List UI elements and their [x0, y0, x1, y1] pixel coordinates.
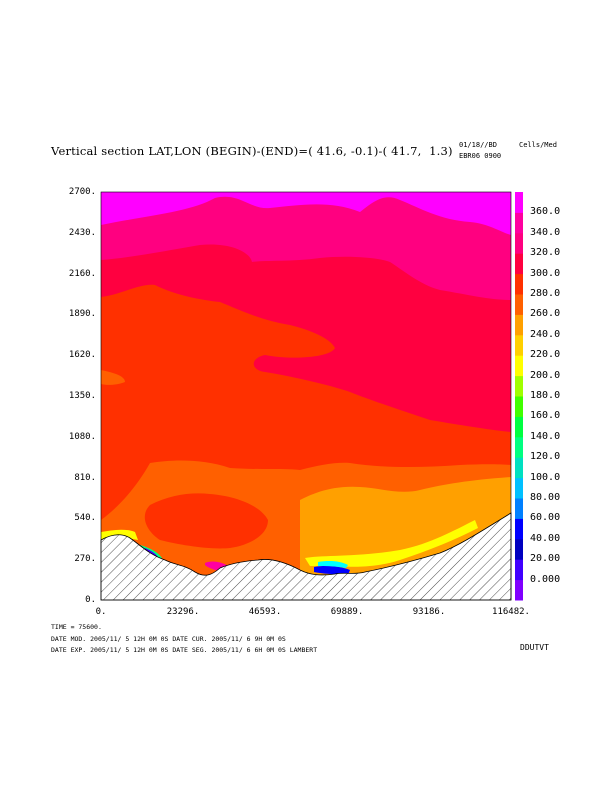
y-tick-label: 0. — [85, 595, 96, 605]
colorbar-tick-label: 140.0 — [530, 430, 561, 442]
y-tick-label: 540. — [74, 513, 96, 524]
colorbar-swatch — [515, 559, 523, 581]
colorbar-tick-label: 240.0 — [530, 328, 561, 340]
y-tick-label: 2430. — [68, 227, 96, 238]
units-label: Cells/Med — [519, 141, 557, 149]
colorbar-tick-label: 160.0 — [530, 410, 561, 422]
colorbar-swatch — [515, 538, 523, 560]
colorbar-tick-label: 120.0 — [530, 451, 561, 463]
colorbar-tick-label: 260.0 — [530, 308, 561, 320]
colorbar-swatch — [515, 314, 523, 336]
colorbar-swatch — [515, 355, 523, 377]
y-tick-label: 2160. — [68, 268, 96, 279]
x-tick-label: 46593. — [248, 607, 282, 617]
x-tick-label: 23296. — [166, 607, 200, 617]
colorbar-swatch — [515, 253, 523, 275]
field-blue-patch — [145, 548, 158, 557]
colorbar-tick-label: 360.0 — [530, 206, 561, 218]
time-label: TIME = 75600. — [51, 623, 102, 631]
colorbar-swatch — [515, 457, 523, 479]
terrain-hatch — [100, 512, 512, 601]
colorbar-swatch — [515, 477, 523, 499]
date-line1: DATE MOD. 2005/11/ 5 12H 0M 0S DATE CUR.… — [51, 635, 286, 643]
colorbar-swatch — [515, 579, 523, 601]
field-orange-patch — [101, 370, 125, 385]
date-line2: DATE EXP. 2005/11/ 5 12H 0M 0S DATE SEG.… — [51, 646, 318, 654]
colorbar-tick-label: 340.0 — [530, 226, 561, 238]
field-red-cell — [144, 493, 268, 549]
colorbar-tick-label: 300.0 — [530, 267, 561, 279]
colorbar — [515, 192, 523, 601]
run-stamp-line1: 01/18//BD — [459, 141, 497, 149]
x-tick-label: 0. — [95, 607, 107, 617]
x-tick-label: 69889. — [330, 607, 364, 617]
corner-code: DDUTVT — [520, 643, 549, 652]
colorbar-swatch — [515, 232, 523, 254]
colorbar-tick-label: 100.0 — [530, 471, 561, 483]
colorbar-swatch — [515, 396, 523, 417]
y-tick-label: 810. — [74, 472, 96, 483]
colorbar-tick-label: 280.0 — [530, 288, 561, 299]
colorbar-tick-label: 80.00 — [530, 492, 561, 503]
y-tick-label: 270. — [74, 554, 96, 565]
field-cyan-valley — [318, 561, 348, 568]
run-stamp-line2: EBR06 0900 — [459, 152, 502, 160]
x-tick-label: 93186. — [412, 607, 446, 617]
axes — [100, 191, 512, 601]
colorbar-swatch — [515, 334, 523, 356]
colorbar-swatch — [515, 192, 523, 213]
colorbar-tick-label: 220.0 — [530, 349, 561, 361]
colorbar-tick-label: 60.00 — [530, 512, 561, 524]
colorbar-tick-label: 40.00 — [530, 532, 561, 544]
colorbar-swatch — [515, 436, 523, 458]
colorbar-swatch — [515, 375, 523, 397]
colorbar-tick-label: 0.000 — [530, 573, 561, 585]
y-tick-label: 1350. — [68, 391, 96, 401]
x-tick-label: 116482. — [492, 607, 530, 617]
chart-title: Vertical section LAT,LON (BEGIN)-(END)=(… — [51, 144, 453, 158]
colorbar-swatch — [515, 416, 523, 438]
contour-fields — [100, 192, 512, 601]
y-tick-label: 1080. — [68, 431, 96, 442]
colorbar-tick-label: 180.0 — [530, 390, 561, 401]
y-tick-label: 1620. — [68, 350, 96, 361]
colorbar-swatch — [515, 212, 523, 234]
colorbar-swatch — [515, 518, 523, 540]
y-tick-label: 1890. — [68, 309, 96, 320]
field-blue-valley — [314, 566, 350, 575]
plot-frame — [100, 191, 512, 601]
colorbar-tick-label: 20.00 — [530, 553, 561, 565]
colorbar-swatch — [515, 294, 523, 315]
y-tick-label: 2700. — [68, 187, 96, 197]
colorbar-tick-label: 200.0 — [530, 369, 561, 381]
colorbar-swatch — [515, 273, 523, 295]
colorbar-swatch — [515, 498, 523, 519]
colorbar-tick-label: 320.0 — [530, 247, 561, 259]
